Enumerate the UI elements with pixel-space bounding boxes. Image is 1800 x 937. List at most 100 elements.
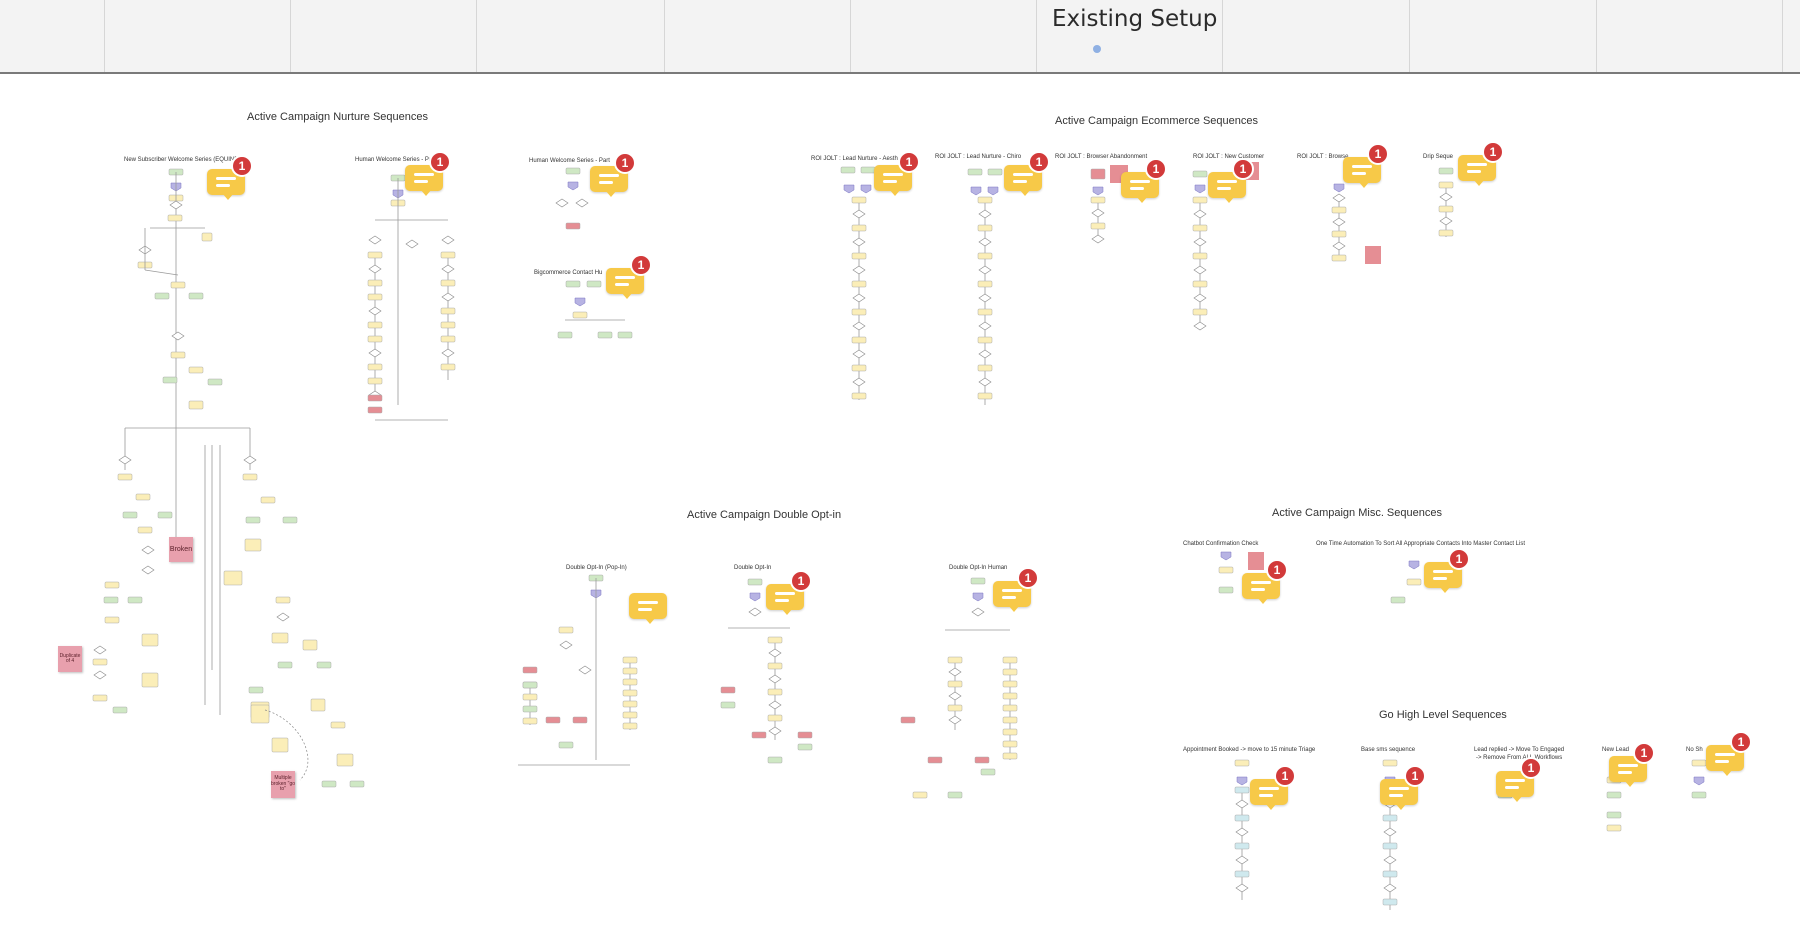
flow-node [316, 661, 332, 669]
condition-node [852, 321, 866, 331]
comment-count-badge[interactable]: 1 [898, 151, 920, 173]
comment-count-badge[interactable]: 1 [1404, 765, 1426, 787]
flow-label[interactable]: ROI JOLT : Lead Nurture - Aesth [811, 156, 898, 162]
flow-node [767, 688, 783, 696]
flow-node [1382, 759, 1398, 767]
flow-node [980, 768, 996, 776]
comment-bubble[interactable]: 1 [1250, 765, 1296, 810]
comment-count-badge[interactable]: 1 [1520, 757, 1542, 779]
trigger-node [1408, 560, 1420, 570]
comment-count-badge[interactable]: 1 [1028, 151, 1050, 173]
section-title-nurture[interactable]: Active Campaign Nurture Sequences [247, 111, 428, 123]
flow-label[interactable]: ROI JOLT : New Customer [1193, 154, 1265, 160]
comment-bubble[interactable]: 1 [874, 151, 920, 196]
comment-bubble[interactable]: 1 [993, 567, 1039, 612]
flow-node [767, 662, 783, 670]
comment-bubble[interactable]: 1 [590, 152, 636, 197]
flow-label[interactable]: Appointment Booked -> move to 15 minute … [1183, 747, 1316, 753]
flow-label[interactable]: No Sh [1686, 747, 1703, 753]
flow-node [1002, 704, 1018, 712]
comment-count-badge[interactable]: 1 [1367, 143, 1389, 165]
comment-count-badge[interactable]: 1 [614, 152, 636, 174]
frame-title[interactable]: Existing Setup [1052, 6, 1218, 32]
flow-node [260, 496, 276, 504]
comment-count-badge[interactable]: 1 [1633, 742, 1655, 764]
comment-bubble[interactable]: 1 [207, 155, 253, 200]
flow-label[interactable]: Base sms sequence [1361, 747, 1416, 753]
comment-bubble[interactable]: 1 [1004, 151, 1050, 196]
comment-bubble[interactable]: 1 [1242, 559, 1288, 604]
flow-label[interactable]: Double Opt-In [734, 565, 772, 571]
section-title-ecommerce[interactable]: Active Campaign Ecommerce Sequences [1055, 115, 1258, 127]
sticky-note[interactable]: Broken [169, 537, 193, 562]
flow-node [1234, 870, 1250, 878]
comment-bubble[interactable]: 1 [1458, 141, 1504, 186]
condition-node [852, 209, 866, 219]
comment-count-badge[interactable]: 1 [1145, 158, 1167, 180]
comment-count-badge[interactable]: 1 [429, 151, 451, 173]
comment-count-badge[interactable]: 1 [1232, 158, 1254, 180]
flow-label[interactable]: Human Welcome Series - Pa [355, 157, 433, 163]
flow-node [1606, 811, 1622, 819]
flow-node [1218, 566, 1234, 574]
comment-bubble[interactable]: 1 [1496, 757, 1542, 802]
flow-label[interactable]: Lead replied -> Move To Engaged [1474, 747, 1565, 753]
comment-count-badge[interactable]: 1 [630, 254, 652, 276]
flow-label[interactable]: ROI JOLT : Lead Nurture - Chiro [935, 154, 1022, 160]
flow-label[interactable]: Chatbot Confirmation Check [1183, 541, 1259, 547]
condition-node [978, 293, 992, 303]
comment-count-badge[interactable]: 1 [1448, 548, 1470, 570]
flow-label[interactable]: Bigcommerce Contact Hu [534, 270, 603, 276]
section-title-ghl[interactable]: Go High Level Sequences [1379, 709, 1507, 721]
comment-count-badge[interactable]: 1 [1482, 141, 1504, 163]
comment-bubble[interactable]: 1 [1121, 158, 1167, 203]
comment-bubble[interactable]: 1 [1706, 731, 1752, 776]
flow-label[interactable]: New Subscriber Welcome Series (EQUINE) [124, 157, 241, 163]
condition-node [1332, 241, 1346, 251]
comment-count-badge[interactable]: 1 [1266, 559, 1288, 581]
comment-count-badge[interactable]: 1 [1017, 567, 1039, 589]
comment-bubble[interactable]: 1 [405, 151, 451, 196]
comment-bubble[interactable]: 1 [1208, 158, 1254, 203]
flow-node [1192, 308, 1208, 316]
comment-bubble[interactable]: 1 [1380, 765, 1426, 810]
flow-label[interactable]: New Lead [1602, 747, 1630, 753]
flow-label[interactable]: Double Opt-In (Pop-In) [566, 565, 627, 571]
comment-bubble[interactable] [629, 593, 667, 624]
sticky-note[interactable]: Duplicate of 4 [58, 646, 82, 672]
comment-bubble[interactable]: 1 [1609, 742, 1655, 787]
section-title-misc[interactable]: Active Campaign Misc. Sequences [1272, 507, 1442, 519]
section-title-double-optin[interactable]: Active Campaign Double Opt-in [687, 509, 842, 521]
comment-tail [1511, 795, 1523, 802]
connector-line [144, 269, 179, 276]
comment-count-badge[interactable]: 1 [790, 570, 812, 592]
flow-node [117, 473, 133, 481]
flow-label[interactable]: ROI JOLT : Browser Abandonment [1055, 154, 1148, 160]
flow-node [851, 224, 867, 232]
flow-label[interactable]: Double Opt-In Human [949, 565, 1008, 571]
comment-count-badge[interactable]: 1 [1274, 765, 1296, 787]
comment-count-badge[interactable]: 1 [1730, 731, 1752, 753]
comment-bubble[interactable]: 1 [766, 570, 812, 615]
comment-tail [1395, 803, 1407, 810]
flow-node [170, 281, 186, 289]
comment-line [1002, 596, 1016, 599]
comment-line [1013, 173, 1033, 176]
flow-label[interactable]: -> Remove From ALL Workflows [1476, 755, 1563, 761]
comment-bubble[interactable]: 1 [1424, 548, 1470, 593]
flow-label[interactable]: Human Welcome Series - Part [529, 158, 610, 164]
whiteboard-canvas[interactable] [0, 72, 1800, 937]
condition-node [852, 237, 866, 247]
flow-node [157, 511, 173, 519]
comment-line [1505, 779, 1525, 782]
comment-count-badge[interactable]: 1 [231, 155, 253, 177]
flow-node [245, 516, 261, 524]
flow-label[interactable]: ROI JOLT : Browse [1297, 154, 1349, 160]
flow-label[interactable]: Drip Seque [1423, 154, 1454, 160]
comment-bubble[interactable]: 1 [1343, 143, 1389, 188]
comment-bubble[interactable]: 1 [606, 254, 652, 299]
sticky-note[interactable]: Multiple broken "go to" [271, 771, 295, 798]
flow-node [977, 392, 993, 400]
flow-label[interactable]: One Time Automation To Sort All Appropri… [1316, 541, 1525, 547]
condition-node [578, 665, 592, 675]
